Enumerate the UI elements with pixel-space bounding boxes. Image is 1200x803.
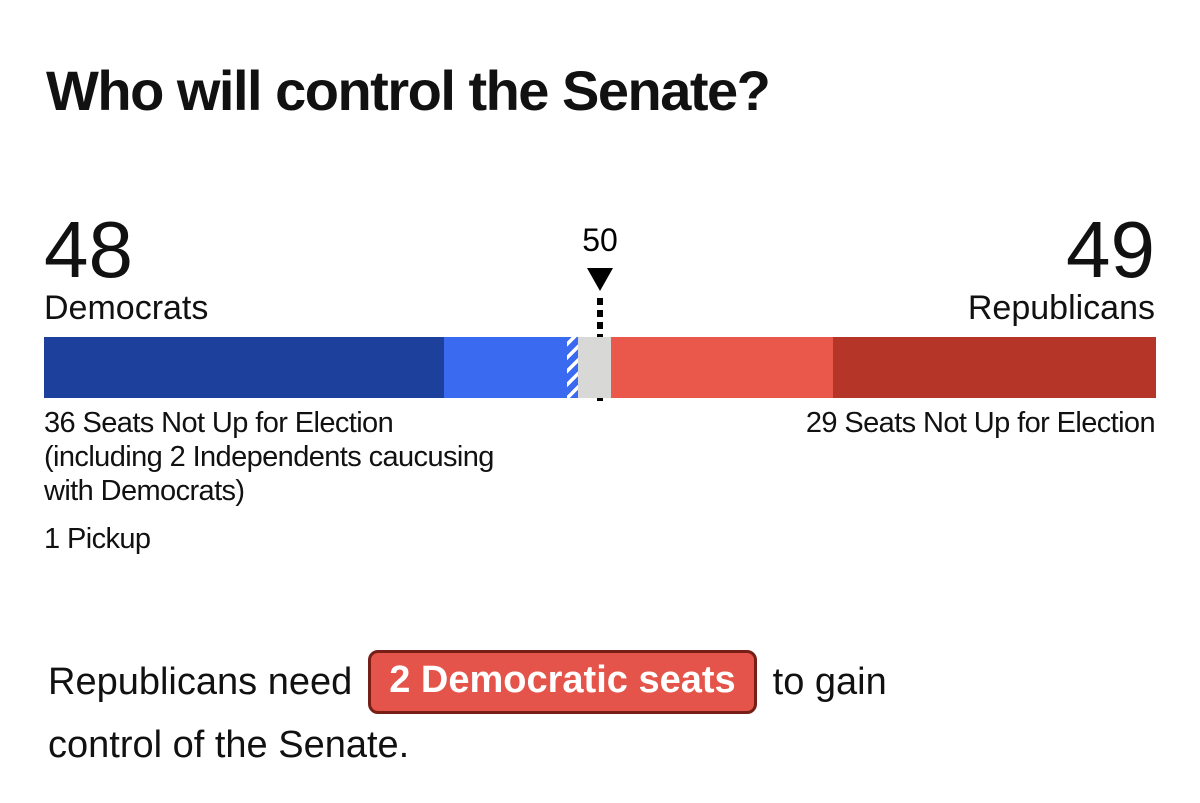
republican-annotation: 29 Seats Not Up for Election	[805, 407, 1156, 439]
majority-marker-label: 50	[582, 222, 618, 258]
bar-segment-rep-seats-not-up	[833, 337, 1156, 398]
seat-bar	[44, 337, 1156, 398]
democrat-seat-count: 48	[44, 205, 133, 294]
bar-segment-dem-seats-not-up	[44, 337, 445, 398]
bar-segment-rep-seats-won	[611, 337, 834, 398]
democrat-annotation: 36 Seats Not Up for Election (including …	[44, 406, 494, 508]
down-triangle-icon	[587, 268, 613, 291]
footer-text-before-badge: Republicans need	[48, 660, 353, 703]
bar-segment-dem-seats-won	[444, 337, 567, 398]
footer-sentence-line2: control of the Senate.	[48, 724, 410, 766]
democrat-annotation-line: with Democrats)	[44, 475, 245, 507]
majority-dotted-line	[597, 298, 603, 401]
footer-text-after-badge: to gain	[772, 660, 887, 703]
republican-seat-count: 49	[1066, 205, 1155, 294]
democrat-pickup-annotation: 1 Pickup	[44, 523, 151, 555]
democrat-party-label: Democrats	[44, 289, 209, 327]
bar-segment-dem-pickup	[566, 337, 578, 398]
page-title: Who will control the Senate?	[46, 59, 771, 122]
bar-segment-undecided	[577, 337, 612, 398]
footer-sentence-line1: Republicans need 2 Democratic seats to g…	[48, 650, 887, 714]
needed-seats-badge: 2 Democratic seats	[368, 650, 757, 714]
republican-party-label: Republicans	[967, 289, 1155, 327]
democrat-annotation-line: 36 Seats Not Up for Election	[44, 407, 394, 439]
democrat-annotation-line: (including 2 Independents caucusing	[44, 441, 494, 473]
